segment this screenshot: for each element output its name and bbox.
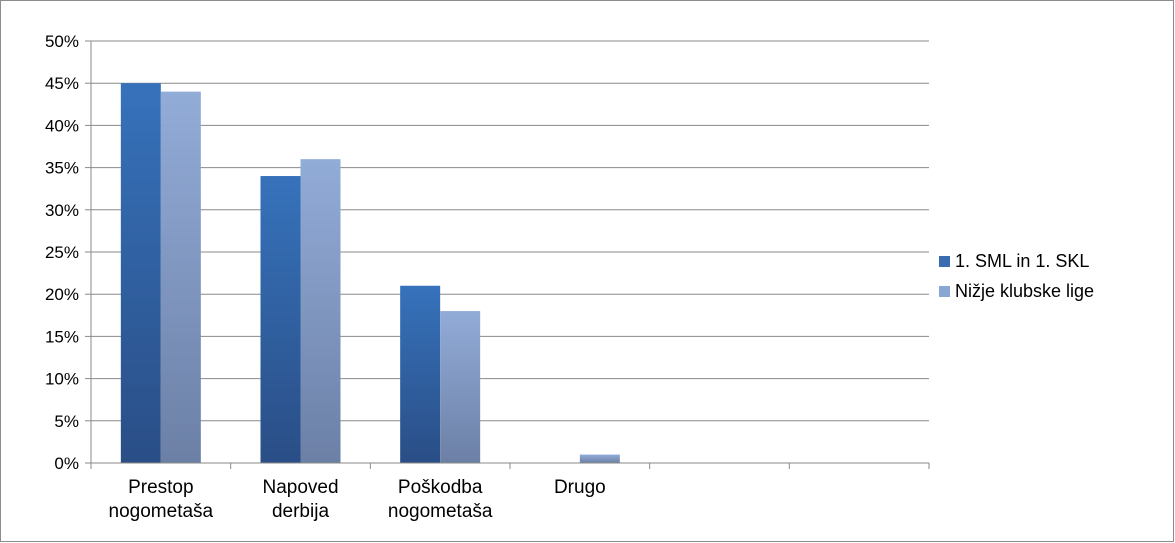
legend-label: Nižje klubske lige: [955, 281, 1094, 301]
legend-swatch: [939, 256, 950, 267]
bar-series-1: [260, 176, 301, 464]
y-tick-label: 30%: [45, 201, 79, 220]
y-tick-label: 20%: [45, 285, 79, 304]
y-tick-label: 10%: [45, 370, 79, 389]
legend-swatch: [939, 286, 950, 297]
y-tick-label: 45%: [45, 74, 79, 93]
y-tick-label: 15%: [45, 327, 79, 346]
bar-series-2: [440, 311, 481, 463]
x-category-label: Drugo: [554, 477, 606, 498]
y-tick-label: 5%: [54, 412, 79, 431]
x-category-label: derbija: [272, 501, 329, 522]
bar-series-2: [160, 91, 201, 463]
x-category-label: nogometaša: [388, 501, 493, 522]
y-tick-label: 50%: [45, 32, 79, 51]
y-tick-label: 25%: [45, 243, 79, 262]
y-tick-label: 40%: [45, 116, 79, 135]
x-category-label: Napoved: [262, 477, 338, 498]
bar-series-1: [400, 285, 441, 463]
legend-label: 1. SML in 1. SKL: [955, 251, 1089, 271]
bar-series-1: [120, 83, 161, 463]
bar-series-2: [579, 454, 620, 463]
bar-series-2: [300, 159, 341, 463]
x-category-label: Poškodba: [398, 477, 483, 498]
x-category-label: Prestop: [128, 477, 193, 498]
y-tick-label: 35%: [45, 159, 79, 178]
x-category-label: nogometaša: [109, 501, 214, 522]
y-tick-label: 0%: [54, 454, 79, 473]
